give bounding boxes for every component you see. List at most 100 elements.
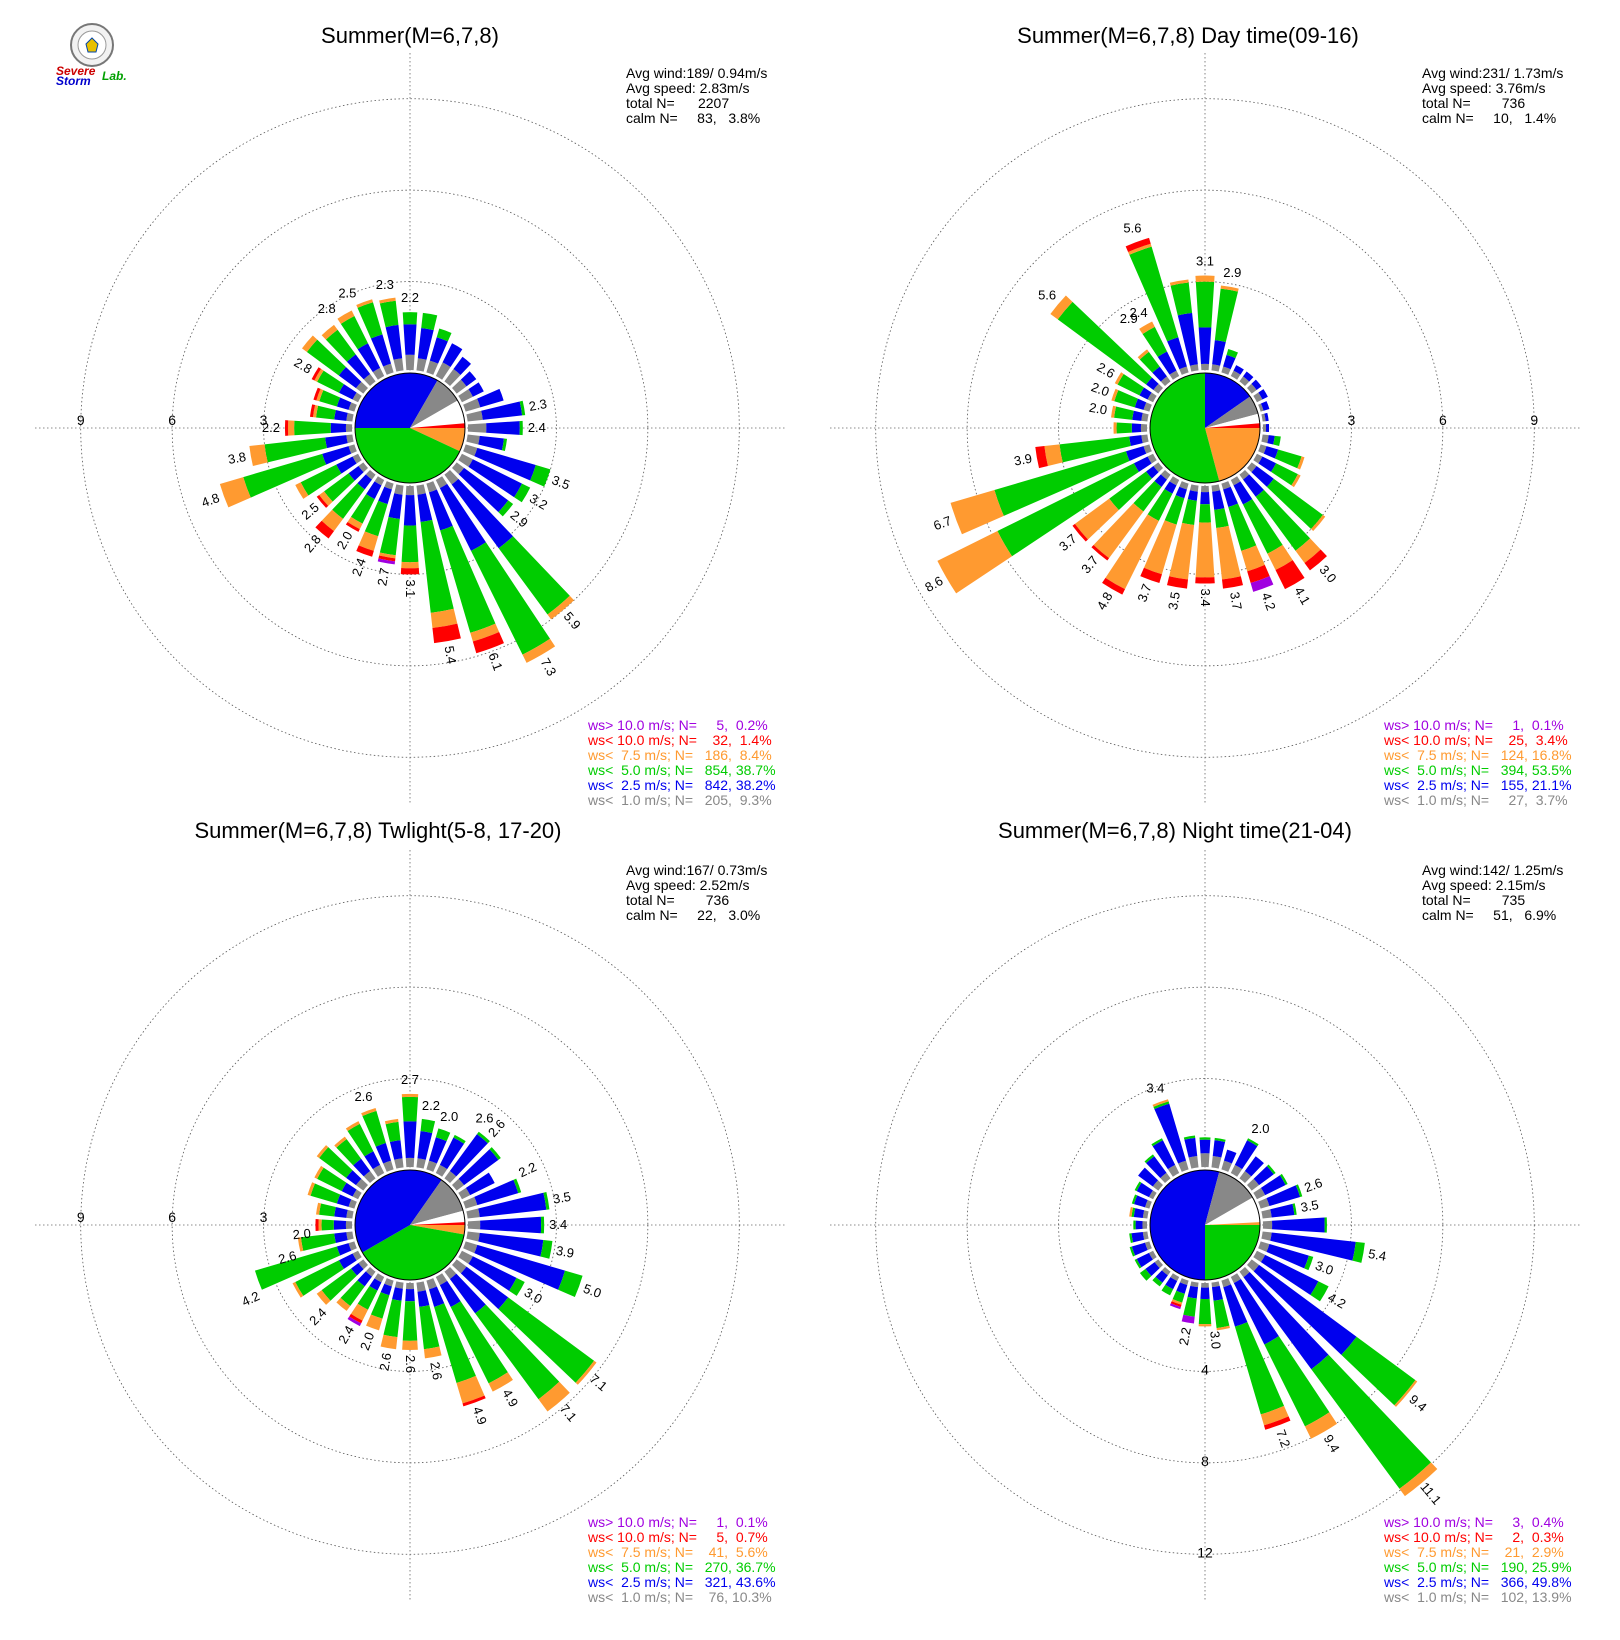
bar-speed-label: 2.6 — [475, 1111, 493, 1126]
bar-segment-gray — [384, 481, 394, 490]
bar-segment-blue — [1260, 1254, 1319, 1296]
bar-segment-gray — [466, 410, 483, 422]
bar-segment-gray — [1258, 403, 1264, 412]
bar-segment-blue — [1270, 1232, 1356, 1261]
bar-segment-gray — [1160, 470, 1171, 480]
bar-segment-gray — [405, 485, 415, 496]
bar-speed-label: 2.7 — [374, 567, 392, 587]
bar-segment-gray — [1160, 1172, 1171, 1183]
bar-segment-green — [383, 1299, 402, 1338]
bar-segment-orange — [456, 1375, 485, 1404]
legend-entry-gray: ws< 1.0 m/s; N= 76, 10.3% — [587, 1589, 772, 1605]
bar-segment-blue — [1223, 354, 1236, 370]
bar-segment-gray — [1170, 1273, 1180, 1282]
bar-segment-gray — [466, 434, 480, 445]
bar-segment-orange — [1399, 1462, 1438, 1497]
bar-segment-orange — [314, 1165, 324, 1179]
bar-segment-blue — [1200, 491, 1210, 505]
bar-segment-blue — [341, 1182, 357, 1197]
bar-segment-green — [440, 525, 496, 633]
bar-segment-blue — [1243, 474, 1264, 497]
legend: ws> 10.0 m/s; N= 5, 0.2%ws< 10.0 m/s; N=… — [587, 717, 776, 808]
bar-segment-green — [519, 400, 526, 416]
bar-segment-green — [419, 1305, 440, 1350]
bar-segment-blue — [1272, 1217, 1325, 1233]
bar-segment-gray — [1160, 376, 1171, 386]
bar-segment-blue — [1244, 1156, 1264, 1177]
bar-segment-gray — [426, 481, 437, 493]
bar-segment-green — [1152, 1276, 1163, 1287]
bar-speed-label: 5.6 — [1123, 221, 1141, 236]
bar-segment-gray — [346, 434, 354, 444]
stat-line: Avg speed: 2.83m/s — [626, 80, 749, 96]
bar-segment-gray — [1144, 1241, 1152, 1251]
bar-segment-blue — [370, 334, 392, 367]
bar-segment-blue — [1253, 1166, 1274, 1186]
bar-segment-purple — [1169, 1303, 1181, 1310]
bar-segment-red — [432, 623, 461, 644]
bar-segment-gray — [435, 476, 448, 489]
bar-segment-green — [385, 1121, 401, 1142]
pie-slice — [410, 380, 458, 428]
bar-speed-label: 2.4 — [335, 1323, 357, 1346]
bar-speed-label: 3.8 — [227, 449, 247, 467]
bar-segment-green — [1352, 1241, 1365, 1263]
bar-speed-label: 2.6 — [427, 1361, 445, 1381]
bar-segment-gray — [1179, 1278, 1189, 1286]
bar-segment-orange — [1311, 514, 1326, 532]
bar-segment-green — [1324, 1217, 1327, 1233]
bar-segment-green — [350, 494, 375, 524]
bar-segment-green — [1057, 301, 1152, 385]
bar-segment-green — [321, 1268, 357, 1301]
bar-segment-gray — [466, 1208, 480, 1219]
bar-segment-orange — [316, 1202, 322, 1215]
bar-segment-green — [435, 1128, 451, 1142]
bar-segment-gray — [1200, 1153, 1210, 1168]
bar-segment-orange — [380, 1334, 398, 1350]
bar-segment-blue — [1136, 1182, 1153, 1198]
bar-speed-label: 4.2 — [239, 1288, 262, 1309]
pie-slice — [410, 1222, 465, 1225]
bar-segment-blue — [348, 466, 364, 481]
bar-segment-gray — [1258, 1241, 1270, 1252]
bar-segment-green — [347, 1123, 374, 1157]
wind-rose-panel: Summer(M=6,7,8) Twlight(5-8, 17-20) 3 6 9 2.… — [35, 818, 785, 1605]
ring-tick-label: 8 — [1201, 1453, 1209, 1469]
bar-segment-green — [1114, 406, 1134, 420]
stat-line: Avg speed: 3.76m/s — [1422, 80, 1545, 96]
bar-speed-label: 5.6 — [1038, 288, 1056, 303]
bar-segment-gray — [416, 1158, 426, 1169]
bar-segment-blue — [1243, 1271, 1329, 1370]
bar-segment-blue — [1223, 486, 1238, 508]
legend-entry-purple: ws> 10.0 m/s; N= 5, 0.2% — [587, 717, 768, 733]
center-pie — [354, 372, 466, 484]
bar-segment-blue — [353, 1158, 371, 1177]
bar-segment-green — [1131, 1207, 1136, 1218]
bar-segment-gray — [363, 1170, 376, 1183]
bar-segment-gray — [1211, 484, 1221, 492]
bar-segment-orange — [316, 1145, 329, 1159]
stat-line: Avg wind:167/ 0.73m/s — [626, 862, 767, 878]
bar-segment-green — [543, 1192, 550, 1210]
bar-segment-blue — [389, 1140, 403, 1160]
bar-segment-green — [498, 500, 514, 517]
pie-outline — [1149, 372, 1261, 484]
bar-segment-blue — [336, 1243, 352, 1256]
bar-segment-gray — [1154, 1259, 1163, 1269]
bar-speed-label: 2.0 — [334, 529, 356, 552]
bar-labels: 3.4 2.0 2.6 3.5 5.4 3.0 4.2 9.4 11.1 9.4 7.2 3.0 2.2 — [1146, 1081, 1444, 1508]
stat-line: total N= 736 — [626, 892, 729, 908]
bar-segment-green — [362, 1110, 386, 1147]
bar-segment-gray — [1179, 366, 1189, 375]
bar-segment-gray — [458, 389, 473, 403]
bar-segment-orange — [1295, 538, 1321, 563]
bar-segment-blue — [1167, 337, 1187, 370]
direction-bars — [254, 1093, 597, 1412]
pie-slice — [1205, 1171, 1253, 1225]
bar-segment-blue — [1139, 387, 1152, 400]
bar-speed-label: 3.5 — [1299, 1197, 1319, 1215]
bar-segment-gray — [405, 354, 415, 371]
bar-segment-gray — [1169, 476, 1180, 486]
bar-speed-label: 2.2 — [1176, 1326, 1194, 1346]
bar-segment-gray — [355, 381, 368, 394]
